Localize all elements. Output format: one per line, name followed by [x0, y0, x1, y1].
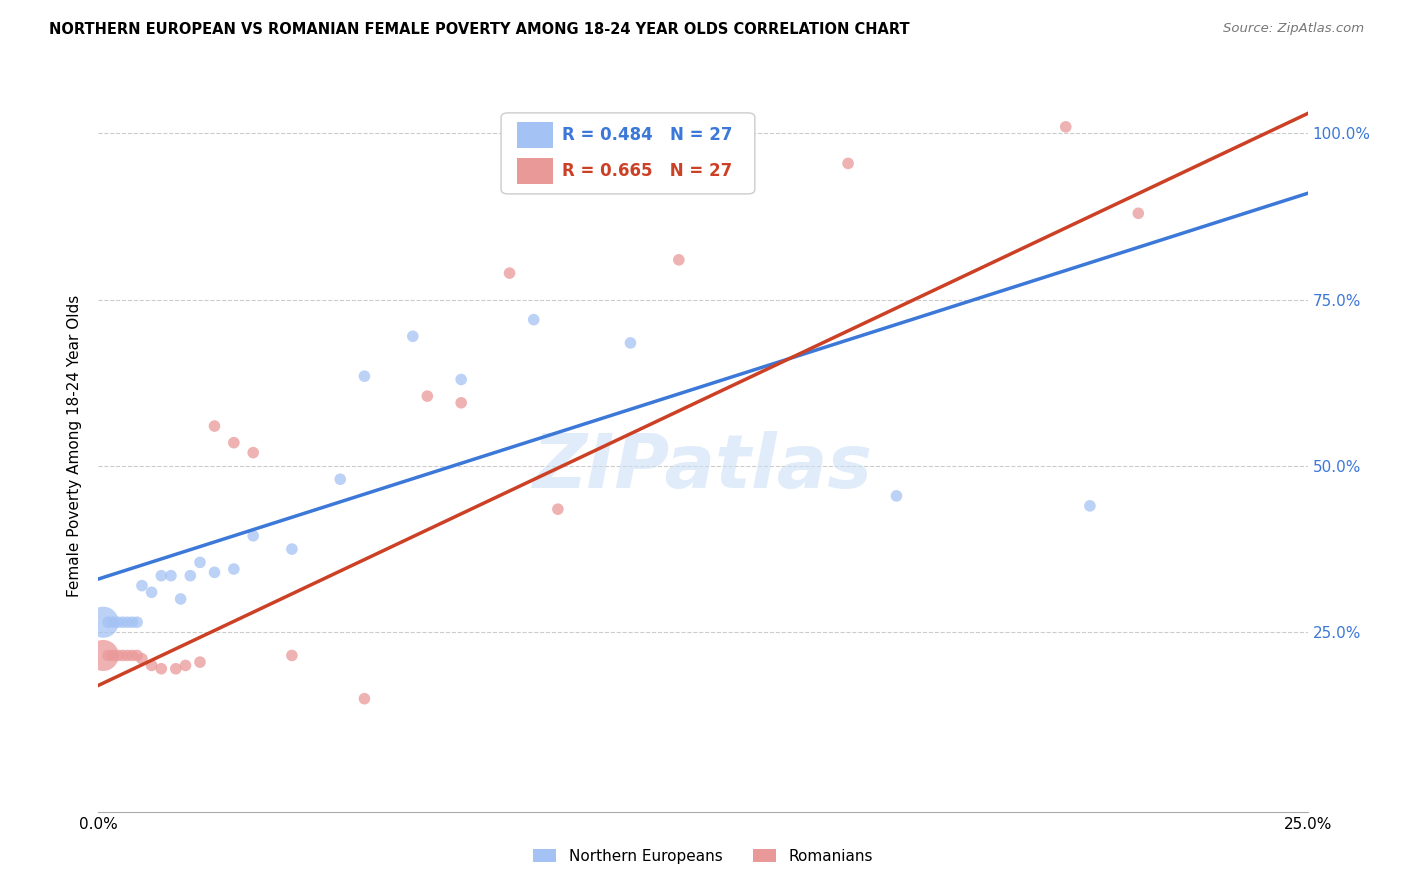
Point	[141, 658, 163, 673]
Point	[101, 648, 124, 663]
Point	[242, 445, 264, 459]
Point	[117, 648, 139, 663]
Point	[498, 266, 520, 280]
Text: R = 0.665   N = 27: R = 0.665 N = 27	[561, 162, 731, 180]
Point	[329, 472, 352, 486]
Point	[416, 389, 439, 403]
Point	[97, 648, 120, 663]
Point	[450, 396, 472, 410]
Point	[281, 648, 304, 663]
Point	[547, 502, 569, 516]
Point	[91, 615, 114, 630]
Point	[165, 662, 187, 676]
Point	[353, 691, 375, 706]
Point	[150, 662, 173, 676]
Point	[174, 658, 197, 673]
Point	[837, 156, 859, 170]
Point	[222, 435, 245, 450]
Point	[402, 329, 425, 343]
Point	[107, 648, 129, 663]
Point	[353, 369, 375, 384]
Point	[188, 555, 211, 569]
Y-axis label: Female Poverty Among 18-24 Year Olds: Female Poverty Among 18-24 Year Olds	[67, 295, 83, 597]
Text: ZIPatlas: ZIPatlas	[533, 432, 873, 505]
Point	[101, 615, 124, 630]
Point	[1078, 499, 1101, 513]
Point	[150, 568, 173, 582]
Point	[450, 372, 472, 386]
Point	[117, 615, 139, 630]
Point	[127, 648, 149, 663]
Point	[222, 562, 245, 576]
Point	[131, 652, 153, 666]
Point	[204, 566, 226, 580]
Text: NORTHERN EUROPEAN VS ROMANIAN FEMALE POVERTY AMONG 18-24 YEAR OLDS CORRELATION C: NORTHERN EUROPEAN VS ROMANIAN FEMALE POV…	[49, 22, 910, 37]
Point	[160, 568, 183, 582]
Point	[204, 419, 226, 434]
Point	[188, 655, 211, 669]
Point	[107, 615, 129, 630]
Point	[619, 335, 641, 350]
Point	[242, 529, 264, 543]
Point	[169, 591, 191, 606]
Point	[1128, 206, 1150, 220]
Point	[127, 615, 149, 630]
Point	[111, 648, 134, 663]
Point	[523, 312, 546, 326]
Point	[131, 579, 153, 593]
Text: R = 0.484   N = 27: R = 0.484 N = 27	[561, 127, 733, 145]
Point	[111, 615, 134, 630]
Point	[141, 585, 163, 599]
Point	[91, 648, 114, 663]
Point	[281, 542, 304, 557]
Point	[97, 615, 120, 630]
Text: Source: ZipAtlas.com: Source: ZipAtlas.com	[1223, 22, 1364, 36]
Point	[179, 568, 201, 582]
Legend: Northern Europeans, Romanians: Northern Europeans, Romanians	[527, 843, 879, 870]
Point	[121, 615, 143, 630]
Point	[121, 648, 143, 663]
Point	[1054, 120, 1077, 134]
Point	[886, 489, 908, 503]
Point	[668, 252, 690, 267]
